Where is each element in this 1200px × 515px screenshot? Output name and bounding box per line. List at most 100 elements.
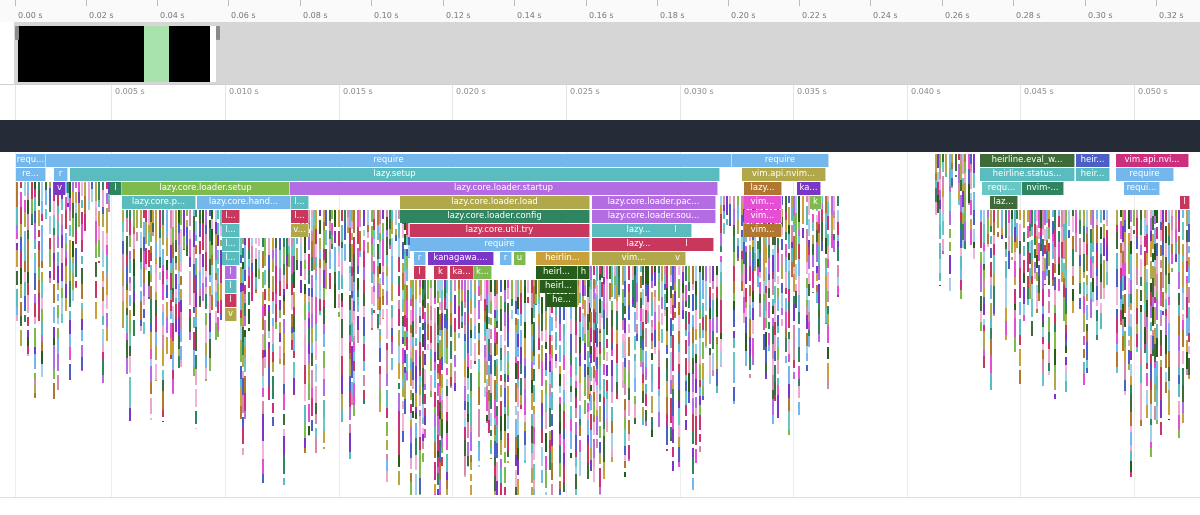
flame-sliver [205, 271, 207, 277]
flame-sliver [439, 419, 441, 436]
flame-sliver [960, 195, 962, 212]
flame-frame[interactable]: l... [222, 224, 240, 237]
flame-frame[interactable]: lazy.core.loader.config [400, 210, 590, 223]
flame-frame[interactable]: laz... [990, 196, 1018, 209]
overview-time-ruler: 0.00 s 0.02 s 0.04 s 0.06 s 0.08 s 0.10 … [0, 0, 1200, 23]
flame-sliver [720, 272, 722, 283]
flame-frame[interactable]: ka... [450, 266, 474, 279]
flame-frame[interactable]: heirlin... [536, 252, 590, 265]
flame-frame[interactable]: lazy... [744, 182, 782, 195]
flame-sliver [1182, 413, 1184, 423]
flame-frame[interactable]: lazy.core.loader.sou... [592, 210, 716, 223]
flame-frame[interactable]: k [434, 266, 448, 279]
flame-frame[interactable]: h [578, 266, 590, 279]
flame-frame[interactable]: l [225, 294, 237, 307]
flame-sliver [980, 278, 982, 292]
flame-frame[interactable]: l... [222, 252, 240, 265]
flame-frame[interactable]: require [410, 238, 590, 251]
flame-sliver [606, 339, 608, 348]
flame-frame[interactable]: heir... [1076, 154, 1110, 167]
flame-frame[interactable]: lazy.core.p... [122, 196, 196, 209]
flame-frame[interactable]: lazy.setup [70, 168, 720, 181]
selection-end-handle[interactable] [216, 26, 220, 40]
flame-frame[interactable]: k [810, 196, 822, 209]
flame-sliver [419, 478, 421, 494]
flame-frame[interactable]: require [1116, 168, 1174, 181]
flame-sliver [402, 299, 404, 312]
flame-frame[interactable]: heirl... [540, 280, 578, 293]
flame-frame[interactable]: l [225, 266, 237, 279]
flame-frame[interactable]: u [514, 252, 526, 265]
flame-frame[interactable]: heirl... [536, 266, 578, 279]
flame-frame[interactable]: v [54, 182, 66, 195]
flame-frame[interactable]: lazy.core.loader.load [400, 196, 590, 209]
flame-frame[interactable]: l... [291, 196, 309, 209]
flame-frame[interactable]: l... [222, 238, 240, 251]
flame-sliver [129, 283, 131, 291]
flame-sliver [603, 462, 605, 472]
flame-chart[interactable]: requ... require require heirline.eval_w... h… [0, 152, 1200, 497]
flame-frame[interactable]: r [54, 168, 68, 181]
flame-sliver [788, 234, 790, 249]
flame-frame[interactable]: l [1180, 196, 1190, 209]
flame-sliver [960, 280, 962, 290]
flame-frame[interactable]: vim... [592, 252, 676, 265]
flame-frame[interactable]: requ... [982, 182, 1022, 195]
flame-sliver [599, 286, 601, 299]
flame-frame[interactable]: l [110, 182, 122, 195]
selection-start-handle[interactable] [15, 26, 19, 40]
flame-sliver [315, 297, 317, 308]
flame-frame[interactable]: heir... [1076, 168, 1110, 181]
flame-frame[interactable]: k... [474, 266, 492, 279]
flame-frame[interactable]: lazy.core.loader.setup [122, 182, 290, 195]
flame-sliver [357, 297, 359, 305]
flame-sliver [262, 388, 264, 397]
flame-sliver [363, 344, 365, 361]
flame-frame[interactable]: l [414, 266, 426, 279]
overview-minimap[interactable] [0, 22, 1200, 84]
flame-frame[interactable]: lazy.core.loader.pac... [592, 196, 716, 209]
flame-frame[interactable]: heirline.eval_w... [980, 154, 1075, 167]
flame-frame[interactable]: l... [222, 210, 240, 223]
flame-frame[interactable]: v [670, 252, 686, 265]
flame-frame[interactable]: l [660, 224, 692, 237]
flame-sliver [559, 445, 561, 463]
flame-frame[interactable]: lazy.core.util.try [410, 224, 590, 237]
flame-sliver [599, 266, 601, 274]
flame-sliver [155, 300, 157, 316]
flame-sliver [768, 280, 770, 288]
flame-frame[interactable]: nvim-... [1022, 182, 1064, 195]
flame-frame[interactable]: vim... [744, 224, 782, 237]
flame-frame[interactable]: ka... [797, 182, 821, 195]
flame-frame[interactable]: vim.api.nvim... [742, 168, 826, 181]
flame-frame[interactable]: require [46, 154, 732, 167]
flame-frame[interactable]: kanagawa.... [428, 252, 494, 265]
flame-frame[interactable]: r [500, 252, 512, 265]
flame-frame[interactable]: heirline.status... [980, 168, 1075, 181]
flame-sliver [983, 251, 985, 264]
flame-sliver [1036, 272, 1038, 281]
flame-sliver [382, 253, 384, 266]
flame-frame[interactable]: vim... [744, 210, 782, 223]
flame-sliver [500, 459, 502, 468]
flame-frame[interactable]: l [225, 280, 237, 293]
flame-sliver [672, 383, 674, 389]
flame-frame[interactable]: lazy.core.hand... [197, 196, 291, 209]
flame-frame[interactable]: requi... [1124, 182, 1160, 195]
flame-frame[interactable]: r [414, 252, 426, 265]
flame-sliver [1186, 242, 1188, 261]
flame-frame[interactable]: require [732, 154, 829, 167]
flame-frame[interactable]: v [225, 308, 237, 321]
flame-frame[interactable]: v... [291, 224, 309, 237]
flame-sliver [209, 210, 211, 216]
gridline [566, 152, 567, 497]
flame-sliver [688, 346, 690, 359]
flame-frame[interactable]: l... [291, 210, 309, 223]
flame-frame[interactable]: l [660, 238, 714, 251]
flame-frame[interactable]: vim... [744, 196, 782, 209]
flame-frame[interactable]: lazy.core.loader.startup [290, 182, 718, 195]
flame-frame[interactable]: he... [546, 294, 578, 307]
flame-frame[interactable]: re... [16, 168, 46, 181]
flame-frame[interactable]: vim.api.nvi... [1116, 154, 1189, 167]
flame-frame[interactable]: requ... [16, 154, 46, 167]
